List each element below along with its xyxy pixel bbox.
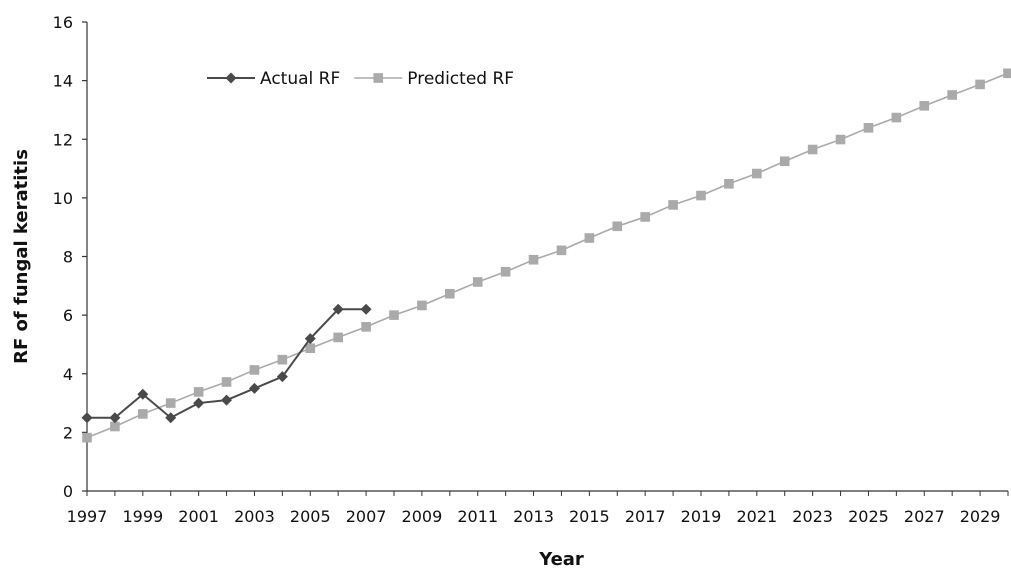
data-point-predicted-rf [835,134,846,145]
data-point-actual-rf [81,412,93,424]
data-point-predicted-rf [110,421,120,432]
data-point-actual-rf [193,397,205,409]
data-point-predicted-rf [277,354,288,365]
x-tick-label: 2001 [178,507,219,526]
legend-marker-actual-rf [225,72,237,84]
data-point-predicted-rf [584,233,595,243]
data-point-predicted-rf [807,144,818,155]
data-point-predicted-rf [249,365,260,375]
data-point-predicted-rf [333,332,343,343]
x-tick-label: 1999 [122,507,163,526]
data-point-predicted-rf [863,123,874,133]
x-tick-label: 2015 [569,507,610,526]
data-point-actual-rf [248,382,260,394]
data-point-predicted-rf [528,254,539,265]
legend: Actual RF Predicted RF [207,69,514,89]
y-tick-label: 2 [63,423,73,442]
series-layer [81,68,1011,443]
x-tick-label: 2025 [848,507,889,526]
series-actual-rf [81,303,372,424]
legend-item-actual-rf: Actual RF [207,69,340,89]
y-axis-title: RF of fungal keratitis [11,149,32,364]
x-tick-label: 2017 [625,507,666,526]
data-point-predicted-rf [947,90,957,100]
data-point-predicted-rf [361,322,371,332]
y-tick-label: 8 [63,248,73,267]
series-predicted-rf [82,68,1011,443]
data-point-predicted-rf [221,377,232,387]
data-point-predicted-rf [752,168,762,179]
x-tick-label: 2013 [513,507,554,526]
x-tick-label: 2011 [457,507,498,526]
x-ticks: 1997 1999 2001 2003 2005 2007 2009 2011 2013 2015… [67,491,1009,526]
x-tick-label: 2021 [736,507,777,526]
data-point-actual-rf [221,394,233,406]
data-point-actual-rf [137,388,149,400]
data-point-predicted-rf [919,101,930,111]
x-tick-label: 2007 [346,507,387,526]
data-point-predicted-rf [891,112,902,123]
axes: 0 2 4 6 8 10 12 14 16 1997 1999 2001 2003 2005 2007 20… [53,13,1009,526]
data-point-predicted-rf [640,212,650,222]
data-point-predicted-rf [975,79,985,90]
data-point-predicted-rf [1003,68,1011,79]
data-point-predicted-rf [556,245,567,256]
data-point-actual-rf [304,333,316,345]
data-point-predicted-rf [389,310,399,320]
x-tick-label: 2027 [904,507,945,526]
series-line-predicted-rf [86,72,1009,439]
x-tick-label: 2029 [960,507,1001,526]
x-tick-label: 2005 [290,507,331,526]
y-tick-label: 12 [53,130,73,149]
data-point-predicted-rf [472,277,483,287]
data-point-actual-rf [109,412,121,424]
data-point-actual-rf [276,371,288,383]
data-point-predicted-rf [193,387,204,397]
x-tick-label: 2019 [681,507,722,526]
data-point-predicted-rf [417,300,427,311]
data-point-predicted-rf [165,398,176,408]
data-point-predicted-rf [696,190,706,201]
data-point-actual-rf [332,303,344,315]
x-tick-label: 1997 [67,507,108,526]
y-tick-label: 4 [63,365,73,384]
data-point-predicted-rf [779,156,790,167]
legend-label-actual-rf: Actual RF [260,69,340,89]
data-point-actual-rf [360,303,372,315]
y-tick-label: 10 [53,189,73,208]
y-tick-label: 0 [63,482,73,501]
data-point-actual-rf [165,412,177,424]
y-ticks: 0 2 4 6 8 10 12 14 16 [53,13,87,501]
data-point-predicted-rf [138,409,148,419]
data-point-predicted-rf [500,266,511,277]
data-point-predicted-rf [82,432,92,443]
legend-item-predicted-rf: Predicted RF [354,69,514,89]
data-point-predicted-rf [445,288,455,299]
legend-marker-predicted-rf [373,73,384,83]
data-point-predicted-rf [612,221,623,232]
data-point-predicted-rf [724,179,734,189]
x-tick-label: 2009 [402,507,443,526]
x-axis-title: Year [538,549,584,570]
legend-label-predicted-rf: Predicted RF [407,69,514,89]
y-tick-label: 14 [53,72,73,91]
x-tick-label: 2023 [792,507,833,526]
data-point-predicted-rf [668,200,678,210]
data-point-predicted-rf [305,343,316,354]
y-tick-label: 6 [63,306,73,325]
x-tick-label: 2003 [234,507,275,526]
y-tick-label: 16 [53,13,73,32]
